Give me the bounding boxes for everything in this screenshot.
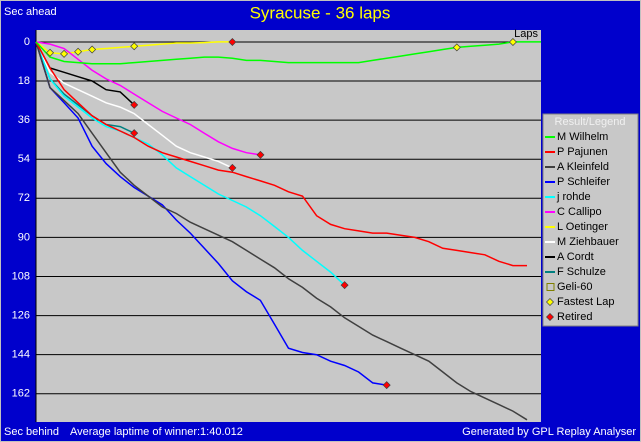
marker (228, 163, 237, 172)
series-line (35, 41, 233, 169)
marker (452, 43, 461, 52)
marker (130, 129, 139, 138)
marker (74, 47, 83, 56)
marker (256, 150, 265, 159)
legend (542, 113, 639, 327)
legend-title: Result/Legend (555, 116, 626, 128)
legend-label: A Kleinfeld (557, 161, 609, 173)
legend-label: L Oetinger (557, 221, 608, 233)
series-line (35, 41, 261, 156)
marker (340, 281, 349, 290)
marker (382, 381, 391, 390)
note: Average laptime of winner:1:40.012 (70, 426, 243, 438)
marker (60, 49, 69, 58)
legend-swatch (546, 283, 555, 291)
legend-label: Fastest Lap (557, 296, 614, 308)
legend-label: A Cordt (557, 251, 594, 263)
y-tick-label: 54 (18, 153, 30, 165)
marker (130, 100, 139, 109)
series-line (35, 41, 387, 386)
marker (508, 37, 517, 46)
legend-label: M Ziehbauer (557, 236, 619, 248)
y-tick-label: 162 (12, 388, 30, 400)
y-label-bottom: Sec behind (4, 426, 59, 438)
y-tick-label: 18 (18, 75, 30, 87)
series-line (35, 41, 527, 267)
legend-label: Geli-60 (557, 281, 592, 293)
legend-label: j rohde (556, 191, 591, 203)
legend-swatch (546, 298, 554, 306)
legend-label: C Callipo (557, 206, 602, 218)
y-tick-label: 90 (18, 231, 30, 243)
legend-label: P Pajunen (557, 146, 608, 158)
credit: Generated by GPL Replay Analyser (462, 426, 636, 438)
plot-area (36, 30, 541, 422)
x-axis-label: Laps (514, 28, 538, 40)
y-tick-label: 36 (18, 114, 30, 126)
legend-label: F Schulze (557, 266, 606, 278)
y-tick-label: 108 (12, 270, 30, 282)
legend-label: P Schleifer (557, 176, 610, 188)
y-tick-label: 72 (18, 192, 30, 204)
legend-label: Retired (557, 311, 592, 323)
marker (228, 37, 237, 46)
legend-label: M Wilhelm (557, 131, 608, 143)
marker (88, 45, 97, 54)
chart-title: Syracuse - 36 laps (250, 3, 391, 22)
y-tick-label: 126 (12, 309, 30, 321)
y-tick-label: 0 (24, 36, 30, 48)
legend-swatch (546, 313, 554, 321)
marker (130, 42, 139, 51)
series-line (35, 41, 346, 286)
series-line (35, 41, 528, 421)
y-tick-label: 144 (12, 349, 30, 361)
series-line (35, 41, 135, 106)
y-label-top: Sec ahead (4, 6, 57, 18)
marker (46, 48, 55, 57)
